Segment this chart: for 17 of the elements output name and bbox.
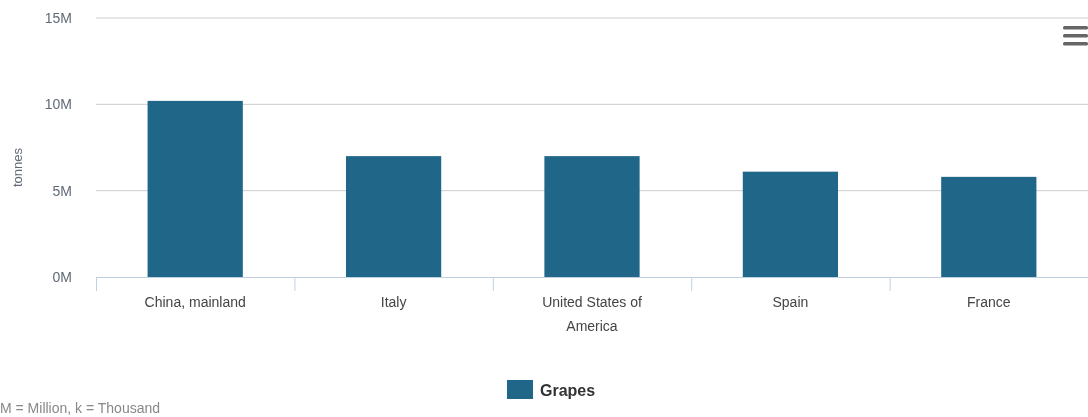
y-axis-title: tonnes bbox=[10, 147, 25, 188]
bar bbox=[147, 100, 243, 277]
bar bbox=[742, 171, 839, 277]
y-tick-label: 0M bbox=[52, 268, 72, 285]
legend-label: Grapes bbox=[540, 381, 596, 399]
x-tick-label: United States of America bbox=[542, 294, 642, 334]
bar bbox=[345, 156, 442, 277]
x-tick-label: Spain bbox=[772, 294, 809, 310]
x-tick-label: China, mainland bbox=[144, 294, 246, 310]
x-tick-label: France bbox=[967, 294, 1011, 310]
bar bbox=[544, 156, 640, 277]
x-tick-label: Italy bbox=[380, 294, 407, 310]
y-tick-label: 5M bbox=[52, 182, 72, 199]
y-tick-label: 15M bbox=[44, 9, 72, 26]
y-tick-label: 10M bbox=[44, 96, 72, 113]
text: M = Million, k = Thousand bbox=[0, 400, 161, 416]
bar bbox=[941, 176, 1037, 277]
